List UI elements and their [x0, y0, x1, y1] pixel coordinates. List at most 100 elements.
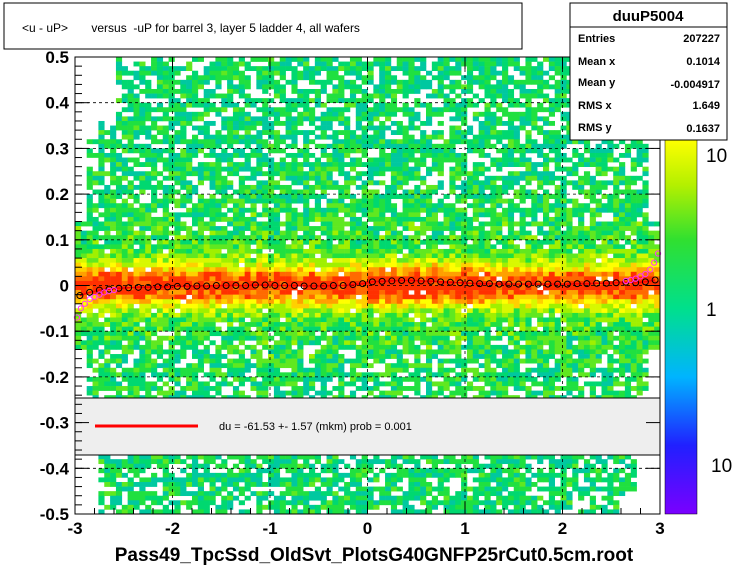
profile-point — [164, 283, 172, 291]
profile-point — [466, 279, 474, 287]
stats-value-mean-x: 0.1014 — [686, 56, 721, 68]
profile-point — [86, 288, 94, 296]
palette-tick-label-2: 1 — [706, 300, 717, 321]
envelope-point — [637, 273, 644, 280]
envelope-point — [86, 296, 93, 303]
stats-label-rms-y: RMS y — [578, 122, 613, 134]
y-tick-label: 0.5 — [45, 48, 69, 67]
stats-label-rms-x: RMS x — [578, 100, 613, 112]
profile-point — [407, 276, 415, 284]
x-tick-label: 2 — [558, 519, 567, 538]
envelope-point — [110, 286, 118, 294]
profile-point — [261, 281, 269, 289]
profile-point — [583, 280, 591, 288]
profile-point — [563, 280, 571, 288]
profile-point — [281, 282, 289, 289]
fit-legend-text: du = -61.53 +- 1.57 (mkm) prob = 0.001 — [219, 421, 412, 433]
profile-point — [173, 282, 181, 290]
profile-point — [554, 280, 562, 288]
profile-point — [329, 282, 337, 289]
profile-point — [524, 280, 532, 288]
envelope-point — [96, 291, 103, 298]
envelope-point — [91, 293, 98, 301]
profile-point — [398, 276, 406, 284]
profile-point — [495, 280, 503, 288]
profile-point — [378, 277, 386, 285]
profile-point — [651, 276, 659, 284]
y-tick-label: 0.2 — [45, 185, 69, 204]
profile-point — [76, 292, 84, 300]
y-tick-label: -0.1 — [40, 322, 69, 341]
profile-point — [271, 282, 279, 289]
palette-tick-label-1: 10 — [706, 146, 727, 167]
profile-point — [612, 279, 620, 287]
profile-point — [485, 280, 493, 288]
stats-value-mean-y: -0.004917 — [670, 79, 720, 91]
envelope-point — [632, 275, 639, 282]
profile-point — [446, 278, 454, 286]
profile-points — [76, 276, 659, 300]
profile-point — [388, 277, 396, 285]
x-tick-label: -3 — [67, 519, 82, 538]
envelope-point — [77, 305, 84, 312]
profile-point — [359, 280, 367, 288]
stats-label-entries: Entries — [578, 33, 615, 45]
stats-value-entries: 207227 — [683, 33, 720, 45]
profile-point — [593, 279, 601, 287]
profile-point — [134, 283, 142, 291]
y-tick-label: 0 — [60, 277, 69, 296]
y-tick-label: 0.4 — [45, 94, 69, 113]
envelope-point — [647, 266, 654, 273]
envelope-point — [642, 270, 649, 278]
profile-point — [300, 282, 308, 290]
profile-point — [632, 279, 640, 287]
envelope-point — [73, 314, 81, 321]
fit-legend: du = -61.53 +- 1.57 (mkm) prob = 0.001 — [74, 397, 661, 456]
envelope-point — [651, 259, 658, 266]
profile-point — [476, 280, 484, 288]
profile-point — [320, 282, 328, 290]
profile-point — [212, 282, 220, 289]
profile-point — [437, 278, 445, 286]
profile-point — [456, 279, 464, 287]
fit-line — [79, 279, 656, 297]
profile-point — [222, 282, 230, 289]
profile-point — [193, 282, 201, 290]
profile-point — [417, 277, 425, 285]
profile-point — [154, 283, 162, 291]
profile-point — [544, 280, 552, 288]
x-tick-label: -1 — [262, 519, 277, 538]
stats-label-mean-x: Mean x — [578, 56, 616, 68]
chart-title: <u - uP> versus -uP for barrel 3, layer … — [22, 21, 360, 35]
x-tick-label: 0 — [363, 519, 372, 538]
profile-point — [505, 280, 513, 288]
y-tick-label: 0.1 — [45, 231, 69, 250]
stats-value-rms-y: 0.1637 — [686, 123, 720, 135]
title-box: <u - uP> versus -uP for barrel 3, layer … — [3, 2, 523, 50]
profile-point — [641, 278, 649, 286]
profile-point — [183, 282, 191, 290]
profile-point — [427, 277, 435, 285]
y-tick-label: -0.3 — [40, 414, 69, 433]
profile-point — [573, 280, 581, 288]
profile-point — [534, 280, 542, 288]
palette-tick-label-3: 10 — [711, 456, 732, 477]
x-axis-label: Pass49_TpcSsd_OldSvt_PlotsG40GNFP25rCut0… — [115, 545, 634, 566]
x-tick-label: -2 — [165, 519, 180, 538]
x-tick-label: 1 — [460, 519, 469, 538]
profile-point — [251, 281, 259, 289]
profile-envelope — [73, 250, 662, 321]
stats-name: duuP5004 — [613, 8, 685, 25]
profile-point — [602, 279, 610, 287]
y-tick-label: -0.2 — [40, 368, 69, 387]
profile-point — [310, 282, 318, 290]
profile-point — [105, 285, 113, 293]
axis-ticks: -3 -2 -1 0 1 2 3 -0.5 -0.4 -0.3 -0.2 -0.1 0 0.1 0.2 0.3… — [40, 48, 665, 538]
stats-label-mean-y: Mean y — [578, 77, 616, 89]
y-tick-label: 0.3 — [45, 139, 69, 158]
profile-point — [125, 284, 133, 292]
profile-point — [144, 283, 152, 291]
x-tick-label: 3 — [655, 519, 664, 538]
stats-value-rms-x: 1.649 — [692, 100, 720, 112]
